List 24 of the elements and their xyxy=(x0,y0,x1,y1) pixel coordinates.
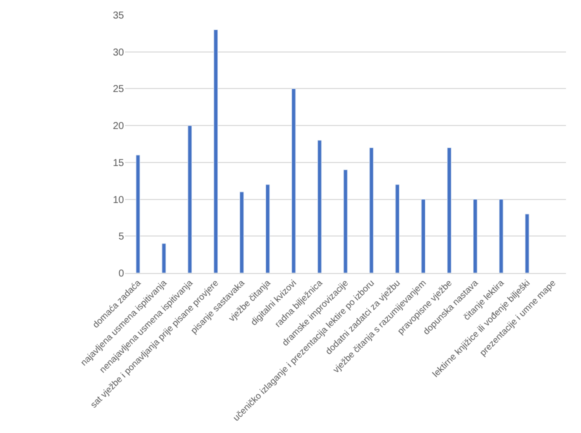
y-tick-label: 5 xyxy=(118,232,124,243)
bar xyxy=(369,147,374,273)
bar xyxy=(421,199,426,273)
bar xyxy=(240,192,244,273)
bar xyxy=(343,170,348,273)
bar xyxy=(265,184,270,273)
bar xyxy=(291,88,296,273)
y-tick-label: 10 xyxy=(112,194,124,206)
bar xyxy=(447,147,452,273)
y-tick-label: 20 xyxy=(112,121,124,132)
bar xyxy=(498,199,504,273)
bar xyxy=(162,243,166,273)
bar xyxy=(473,199,478,273)
bar xyxy=(395,184,400,273)
bar xyxy=(188,125,192,273)
y-tick-label: 30 xyxy=(112,47,124,58)
bar xyxy=(317,140,322,273)
y-tick-label: 25 xyxy=(112,84,124,96)
y-tick-label: 0 xyxy=(118,268,124,280)
bar xyxy=(136,154,140,273)
y-tick-label: 15 xyxy=(112,158,124,169)
bar xyxy=(214,29,218,273)
bar xyxy=(524,214,530,273)
y-tick-label: 35 xyxy=(112,10,124,22)
